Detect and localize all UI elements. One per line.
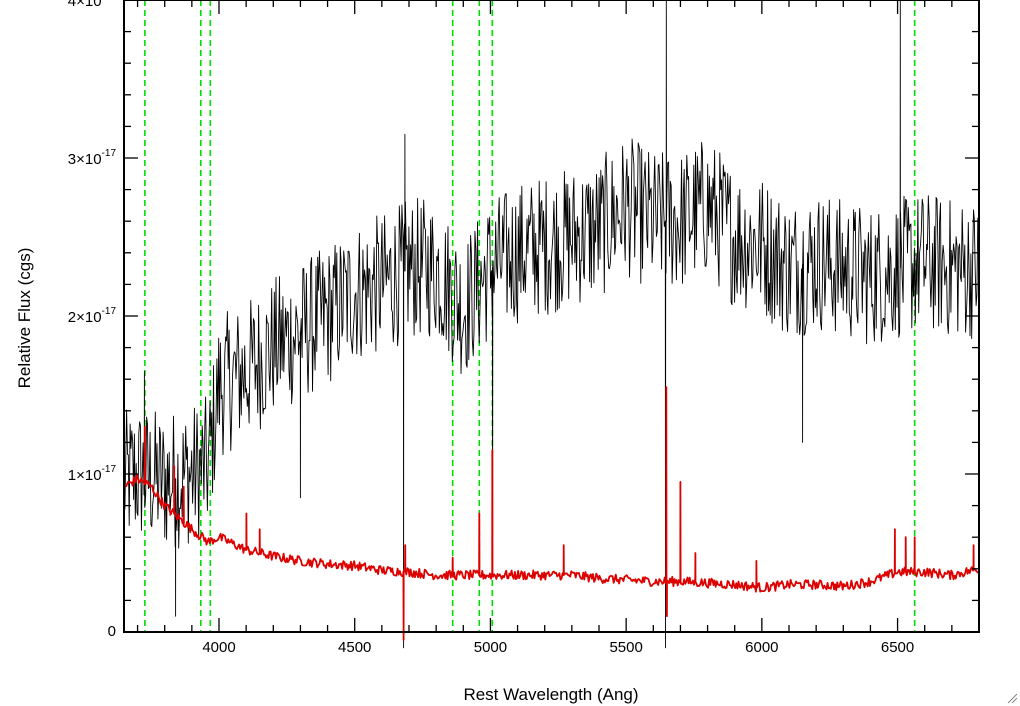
y-tick-label: 3×10-17	[68, 148, 117, 168]
x-tick-label: 5500	[609, 639, 642, 656]
x-tick-label: 6000	[745, 639, 778, 656]
x-tick-label: 4000	[202, 639, 235, 656]
resize-grip-icon[interactable]	[1006, 692, 1018, 704]
y-tick-label: 2×10-17	[68, 306, 117, 326]
x-tick-label: 5000	[474, 639, 507, 656]
series-layer	[123, 0, 980, 649]
x-axis-title: Rest Wavelength (Ang)	[463, 685, 638, 704]
y-axis-title: Relative Flux (cgs)	[15, 248, 34, 389]
y-tick-label: 1×10-17	[68, 464, 117, 484]
ticks-layer	[124, 0, 980, 633]
plot-frame-border	[123, 0, 980, 633]
plot-frame	[123, 0, 980, 633]
tick-labels: 4000 4500 5000 5500 6000 6500 0 1×10-17 2×10-17 3…	[68, 0, 915, 656]
y-tick-label: 0	[108, 623, 116, 640]
series-model-spectrum	[123, 386, 980, 641]
series-observed-spectrum	[123, 0, 980, 649]
x-tick-label: 4500	[338, 639, 371, 656]
x-tick-label: 6500	[881, 639, 914, 656]
y-tick-label: 4×10-17	[68, 0, 117, 10]
